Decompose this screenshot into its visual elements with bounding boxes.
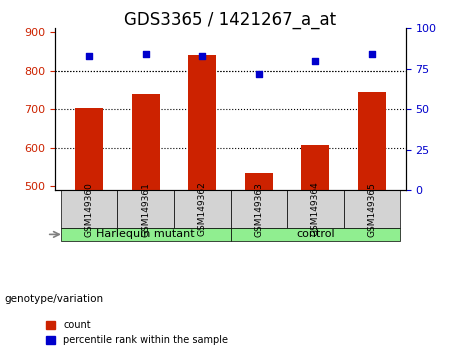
Point bbox=[255, 71, 262, 76]
Text: GSM149365: GSM149365 bbox=[367, 182, 376, 236]
Text: GSM149364: GSM149364 bbox=[311, 182, 320, 236]
Bar bbox=[245, 173, 273, 190]
Text: Harlequin mutant: Harlequin mutant bbox=[96, 229, 195, 239]
Text: GDS3365 / 1421267_a_at: GDS3365 / 1421267_a_at bbox=[124, 11, 337, 29]
Point bbox=[312, 58, 319, 63]
Point bbox=[199, 53, 206, 59]
Point bbox=[86, 53, 93, 59]
FancyBboxPatch shape bbox=[343, 190, 400, 228]
Text: GSM149361: GSM149361 bbox=[141, 182, 150, 236]
FancyBboxPatch shape bbox=[230, 228, 400, 241]
FancyBboxPatch shape bbox=[174, 190, 230, 228]
Point bbox=[142, 51, 149, 57]
FancyBboxPatch shape bbox=[230, 190, 287, 228]
FancyBboxPatch shape bbox=[61, 190, 118, 228]
FancyBboxPatch shape bbox=[61, 228, 230, 241]
Legend: count, percentile rank within the sample: count, percentile rank within the sample bbox=[42, 316, 232, 349]
Bar bbox=[301, 145, 330, 190]
Point bbox=[368, 51, 375, 57]
Bar bbox=[188, 55, 216, 190]
FancyBboxPatch shape bbox=[118, 190, 174, 228]
Text: GSM149360: GSM149360 bbox=[85, 182, 94, 236]
Text: control: control bbox=[296, 229, 335, 239]
Text: genotype/variation: genotype/variation bbox=[5, 294, 104, 304]
FancyBboxPatch shape bbox=[287, 190, 343, 228]
Text: GSM149363: GSM149363 bbox=[254, 182, 263, 236]
Bar bbox=[131, 94, 160, 190]
Bar bbox=[75, 108, 103, 190]
Text: GSM149362: GSM149362 bbox=[198, 182, 207, 236]
Bar bbox=[358, 92, 386, 190]
